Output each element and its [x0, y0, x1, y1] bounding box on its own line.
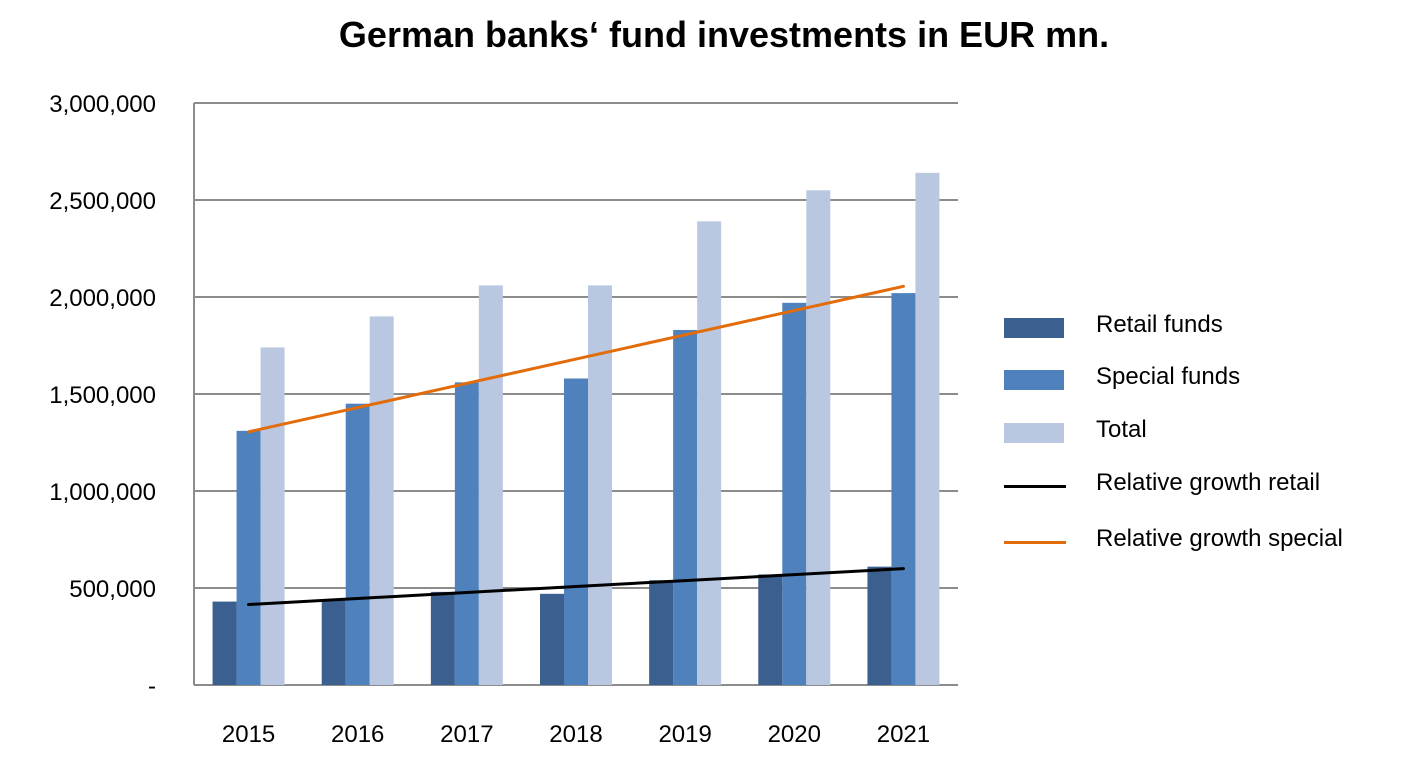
bar-retail-funds-2020	[758, 574, 783, 685]
bar-total-2016	[369, 316, 394, 685]
bar-special-funds-2018	[564, 378, 588, 685]
x-tick-label: 2020	[768, 721, 821, 748]
legend-item-total: Total	[1000, 415, 1400, 445]
legend-line-relative-growth-retail	[1004, 485, 1066, 488]
bar-special-funds-2015	[236, 430, 261, 685]
legend-label-total: Total	[1096, 416, 1147, 443]
legend-swatch-retail-funds	[1004, 318, 1064, 338]
bar-retail-funds-2015	[212, 601, 237, 685]
x-tick-label: 2017	[440, 721, 493, 748]
line-relative-growth-special	[247, 284, 905, 434]
legend-item-retail-funds: Retail funds	[1000, 310, 1400, 340]
x-tick-label: 2015	[222, 721, 275, 748]
bar-special-funds-2019	[673, 329, 698, 685]
y-tick-label: 1,500,000	[49, 382, 156, 409]
legend-line-relative-growth-special	[1004, 541, 1066, 544]
y-tick-label: 3,000,000	[49, 91, 156, 118]
bar-retail-funds-2021	[867, 566, 892, 685]
x-tick-label: 2018	[549, 721, 602, 748]
x-tick-label: 2019	[658, 721, 711, 748]
line-relative-growth-retail	[247, 567, 905, 606]
y-tick-label: 2,000,000	[49, 285, 156, 312]
bar-total-2020	[806, 190, 831, 686]
legend-label-relative-growth-special: Relative growth special	[1096, 525, 1343, 552]
chart-title: German banks‘ fund investments in EUR mn…	[338, 14, 1110, 55]
bar-retail-funds-2016	[321, 599, 346, 685]
bar-special-funds-2016	[345, 403, 370, 685]
bar-retail-funds-2019	[649, 580, 674, 685]
y-tick-label: 2,500,000	[49, 188, 156, 215]
bar-total-2015	[260, 347, 285, 685]
legend-item-relative-growth-special: Relative growth special	[1000, 524, 1400, 554]
y-tick-label: 500,000	[69, 576, 156, 603]
x-tick-label: 2016	[331, 721, 384, 748]
bar-total-2018	[588, 285, 612, 685]
legend-swatch-total	[1004, 423, 1064, 443]
y-tick-label: 1,000,000	[49, 479, 156, 506]
bar-total-2017	[478, 285, 503, 685]
chart-plot: - 500,000 1,000,000 1,500,000 2,000,000 2,500…	[49, 91, 958, 748]
legend-label-retail-funds: Retail funds	[1096, 311, 1223, 338]
bar-total-2021	[915, 172, 940, 686]
bar-special-funds-2017	[454, 382, 479, 685]
bar-special-funds-2020	[782, 302, 807, 685]
bar-retail-funds-2017	[430, 591, 455, 685]
bar-total-2019	[697, 221, 722, 685]
bar-retail-funds-2018	[540, 593, 564, 685]
legend-item-special-funds: Special funds	[1000, 362, 1400, 392]
x-tick-label: 2021	[877, 721, 930, 748]
bar-special-funds-2021	[891, 293, 916, 685]
y-tick-label: -	[148, 673, 156, 700]
legend-label-relative-growth-retail: Relative growth retail	[1096, 469, 1321, 496]
legend-swatch-special-funds	[1004, 370, 1064, 390]
legend-item-relative-growth-retail: Relative growth retail	[1000, 468, 1400, 498]
legend-label-special-funds: Special funds	[1096, 363, 1241, 390]
